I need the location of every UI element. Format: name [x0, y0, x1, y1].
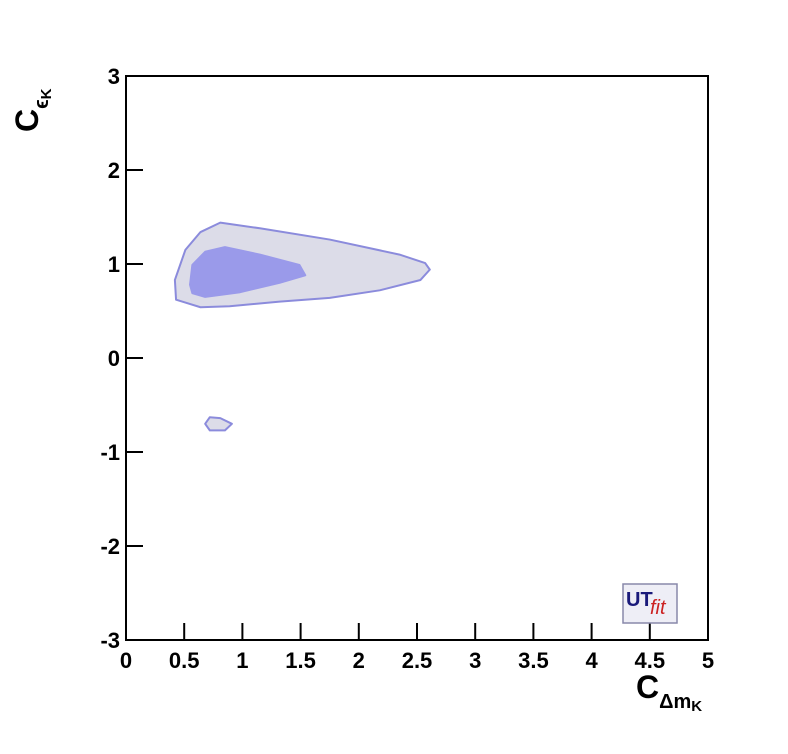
xlabel-subsub: K: [691, 698, 702, 715]
contour-region: [204, 416, 233, 432]
x-tick-label: 1: [236, 648, 248, 673]
ylabel-main: C: [9, 109, 45, 132]
x-tick-label: 2.5: [402, 648, 433, 673]
x-tick-label: 4: [585, 648, 598, 673]
x-tick-label: 4.5: [635, 648, 666, 673]
xlabel-sub: Δm: [659, 691, 691, 713]
y-tick-label: -1: [100, 440, 120, 465]
xlabel-main: C: [636, 669, 659, 705]
xlabel-label: CΔmK: [636, 669, 702, 715]
y-tick-label: 2: [108, 158, 120, 183]
x-tick-label: 3.5: [518, 648, 549, 673]
y-tick-label: 1: [108, 252, 120, 277]
y-tick-label: -2: [100, 534, 120, 559]
y-tick-label: 3: [108, 64, 120, 89]
x-tick-label: 0.5: [169, 648, 200, 673]
ylabel-sub: ϵ: [31, 99, 53, 109]
logo-fit: fit: [650, 597, 667, 619]
x-tick-label: 5: [702, 648, 714, 673]
y-tick-label: 0: [108, 346, 120, 371]
x-tick-label: 1.5: [285, 648, 316, 673]
y-tick-label: -3: [100, 628, 120, 653]
ylabel-subsub: K: [38, 88, 55, 99]
ylabel-label: CϵK: [9, 88, 55, 132]
x-tick-label: 2: [353, 648, 365, 673]
plot-frame: [125, 75, 709, 641]
x-tick-label: 3: [469, 648, 481, 673]
logo-ut: UT: [626, 589, 653, 611]
x-tick-label: 0: [120, 648, 132, 673]
logo-box: [622, 583, 678, 624]
contour-region: [189, 246, 307, 298]
